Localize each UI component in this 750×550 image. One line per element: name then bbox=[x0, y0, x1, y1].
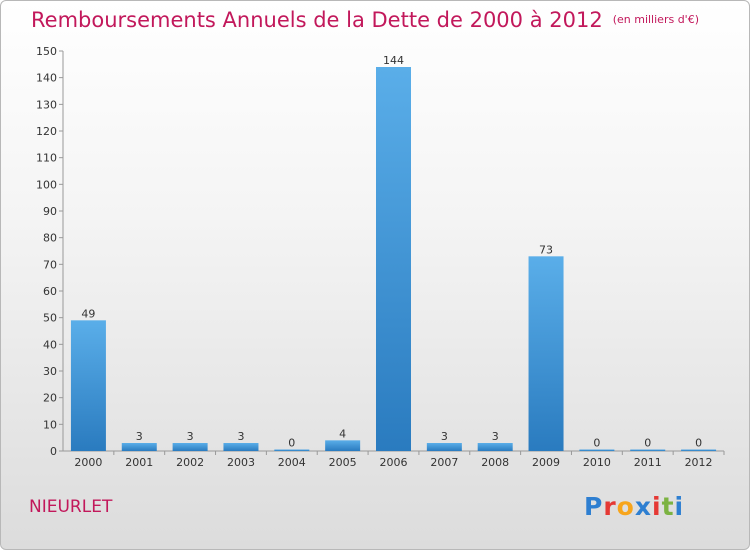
logo-letter: t bbox=[661, 492, 675, 521]
y-tick-label: 130 bbox=[36, 98, 57, 111]
bar bbox=[477, 443, 513, 451]
y-tick-label: 80 bbox=[43, 232, 57, 245]
proxiti-logo: Proxiti bbox=[584, 492, 684, 521]
x-tick-label: 2001 bbox=[125, 456, 153, 469]
bar-value-label: 144 bbox=[383, 54, 404, 67]
logo-letter: P bbox=[584, 492, 604, 521]
bar bbox=[630, 449, 666, 451]
bar-value-label: 4 bbox=[339, 427, 346, 440]
bar bbox=[70, 320, 106, 451]
unit-label: (en milliers d'€) bbox=[612, 13, 699, 26]
y-tick-label: 70 bbox=[43, 258, 57, 271]
x-tick-label: 2006 bbox=[380, 456, 408, 469]
x-tick-label: 2002 bbox=[176, 456, 204, 469]
bar bbox=[579, 449, 615, 451]
bars: 49 3 3 3 0 4 144 3 3 73 0 0 0 bbox=[70, 54, 717, 451]
y-tick-label: 30 bbox=[43, 365, 57, 378]
bar bbox=[223, 443, 259, 451]
x-tick-label: 2008 bbox=[481, 456, 509, 469]
x-tick-label: 2012 bbox=[685, 456, 713, 469]
y-tick-label: 140 bbox=[36, 72, 57, 85]
bar-value-label: 3 bbox=[441, 430, 448, 443]
x-tick-label: 2007 bbox=[430, 456, 458, 469]
bar bbox=[172, 443, 208, 451]
y-tick-label: 110 bbox=[36, 152, 57, 165]
x-tick-label: 2000 bbox=[74, 456, 102, 469]
bar bbox=[681, 449, 717, 451]
y-tick-label: 60 bbox=[43, 285, 57, 298]
city-name: NIEURLET bbox=[29, 497, 113, 517]
bar bbox=[121, 443, 157, 451]
bar-value-label: 73 bbox=[539, 243, 553, 256]
bar-value-label: 0 bbox=[644, 437, 651, 450]
bar-value-label: 3 bbox=[237, 430, 244, 443]
logo-letter: i bbox=[674, 492, 685, 521]
y-tick-label: 40 bbox=[43, 338, 57, 351]
x-tick-label: 2010 bbox=[583, 456, 611, 469]
bar-value-label: 3 bbox=[187, 430, 194, 443]
bar bbox=[274, 449, 310, 451]
logo-letter: i bbox=[652, 492, 662, 521]
bar-value-label: 0 bbox=[695, 437, 702, 450]
bar bbox=[376, 67, 411, 451]
bar-value-label: 0 bbox=[288, 437, 295, 450]
chart-title: Remboursements Annuels de la Dette de 20… bbox=[31, 8, 699, 32]
bar-value-label: 3 bbox=[136, 430, 143, 443]
x-tick-label: 2011 bbox=[634, 456, 662, 469]
bar bbox=[528, 256, 564, 451]
x-tick-label: 2009 bbox=[532, 456, 560, 469]
bar-value-label: 49 bbox=[81, 307, 95, 320]
logo-letter: o bbox=[616, 492, 635, 521]
bar bbox=[325, 440, 361, 451]
logo-letter: r bbox=[603, 492, 617, 521]
x-tick-label: 2004 bbox=[278, 456, 306, 469]
y-tick-label: 90 bbox=[43, 205, 57, 218]
bar-value-label: 3 bbox=[492, 430, 499, 443]
bar-value-label: 0 bbox=[593, 437, 600, 450]
y-tick-label: 20 bbox=[43, 392, 57, 405]
title-text: Remboursements Annuels de la Dette de 20… bbox=[31, 8, 603, 32]
x-tick-label: 2003 bbox=[227, 456, 255, 469]
y-tick-label: 100 bbox=[36, 178, 57, 191]
axes: 0102030405060708090100110120130140150200… bbox=[36, 45, 725, 469]
y-tick-label: 0 bbox=[50, 445, 57, 458]
y-tick-label: 150 bbox=[36, 45, 57, 58]
y-tick-label: 10 bbox=[43, 418, 57, 431]
bar bbox=[426, 443, 462, 451]
x-tick-label: 2005 bbox=[329, 456, 357, 469]
y-tick-label: 120 bbox=[36, 125, 57, 138]
y-tick-label: 50 bbox=[43, 312, 57, 325]
logo-letter: x bbox=[634, 492, 652, 521]
